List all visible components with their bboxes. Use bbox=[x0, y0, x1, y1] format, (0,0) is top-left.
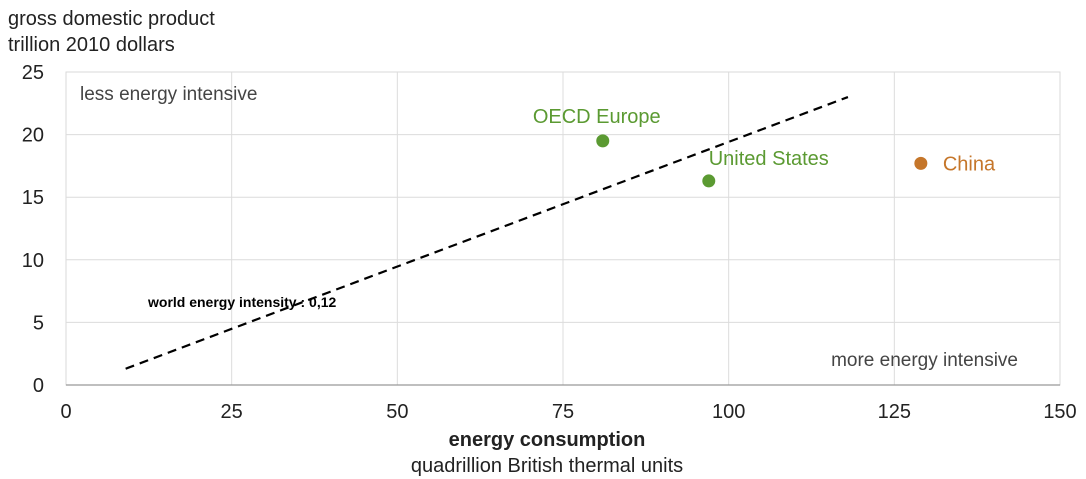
y-tick-label: 10 bbox=[22, 250, 44, 272]
y-tick-labels: 0 5 10 15 20 25 bbox=[22, 62, 44, 397]
data-point bbox=[914, 156, 928, 170]
x-tick-label: 75 bbox=[552, 401, 574, 423]
more-energy-intensive-note: more energy intensive bbox=[831, 350, 1018, 371]
data-point bbox=[596, 134, 610, 148]
data-point bbox=[702, 174, 716, 188]
x-tick-label: 25 bbox=[221, 401, 243, 423]
world-energy-intensity-trend-line bbox=[125, 96, 849, 370]
x-tick-label: 150 bbox=[1043, 401, 1076, 423]
x-tick-labels: 0 25 50 75 100 125 150 bbox=[60, 401, 1076, 423]
data-point-label: OECD Europe bbox=[533, 106, 661, 128]
y-tick-label: 20 bbox=[22, 125, 44, 147]
less-energy-intensive-note: less energy intensive bbox=[80, 84, 257, 105]
x-axis-title: energy consumption bbox=[449, 429, 646, 451]
x-tick-label: 100 bbox=[712, 401, 745, 423]
y-tick-label: 5 bbox=[33, 312, 44, 334]
y-axis-title-line-1: gross domestic product bbox=[8, 8, 215, 30]
x-tick-label: 50 bbox=[386, 401, 408, 423]
x-tick-label: 125 bbox=[878, 401, 911, 423]
data-point-label: China bbox=[943, 153, 996, 175]
y-axis-title-line-2: trillion 2010 dollars bbox=[8, 34, 175, 56]
data-point-label: United States bbox=[709, 148, 829, 170]
x-tick-label: 0 bbox=[60, 401, 71, 423]
y-tick-label: 25 bbox=[22, 62, 44, 84]
y-tick-label: 15 bbox=[22, 187, 44, 209]
data-points: OECD Europe United States China bbox=[533, 106, 996, 188]
world-energy-intensity-label: world energy intensity : 0,12 bbox=[147, 294, 336, 310]
grid-lines bbox=[66, 72, 1060, 385]
x-axis-subtitle: quadrillion British thermal units bbox=[411, 455, 683, 477]
y-tick-label: 0 bbox=[33, 375, 44, 397]
